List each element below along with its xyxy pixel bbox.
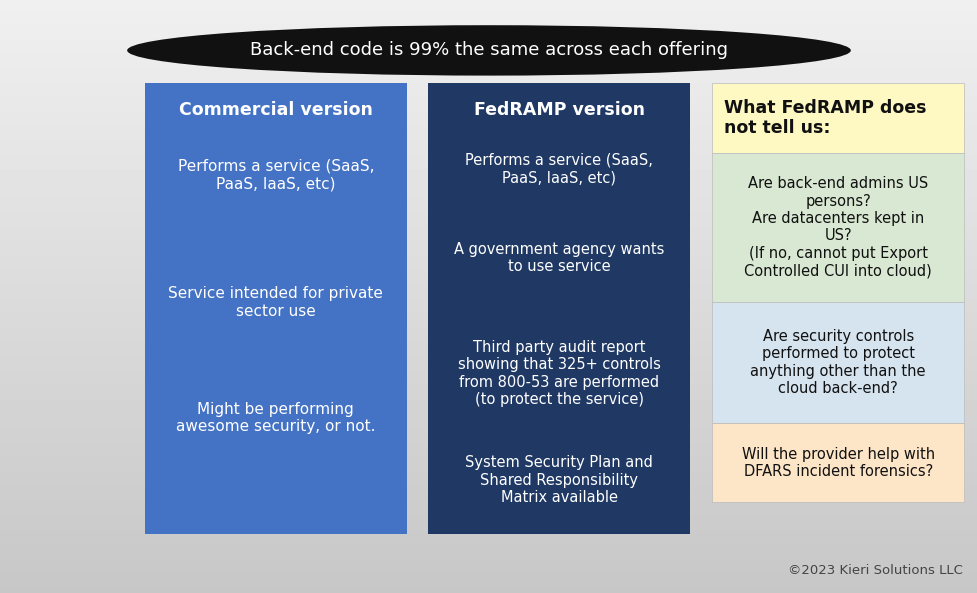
FancyBboxPatch shape bbox=[711, 83, 963, 153]
Text: Performs a service (SaaS,
PaaS, IaaS, etc): Performs a service (SaaS, PaaS, IaaS, et… bbox=[178, 159, 373, 191]
Text: Might be performing
awesome security, or not.: Might be performing awesome security, or… bbox=[176, 402, 375, 434]
Text: Are security controls
performed to protect
anything other than the
cloud back-en: Are security controls performed to prote… bbox=[749, 329, 925, 396]
Text: Service intended for private
sector use: Service intended for private sector use bbox=[168, 286, 383, 318]
FancyBboxPatch shape bbox=[145, 83, 406, 534]
Text: Performs a service (SaaS,
PaaS, IaaS, etc): Performs a service (SaaS, PaaS, IaaS, et… bbox=[465, 153, 653, 185]
FancyBboxPatch shape bbox=[711, 153, 963, 302]
Text: System Security Plan and
Shared Responsibility
Matrix available: System Security Plan and Shared Responsi… bbox=[465, 455, 653, 505]
Text: What FedRAMP does
not tell us:: What FedRAMP does not tell us: bbox=[723, 98, 925, 138]
FancyBboxPatch shape bbox=[428, 83, 690, 534]
Text: A government agency wants
to use service: A government agency wants to use service bbox=[453, 242, 664, 274]
Text: Are back-end admins US
persons?
Are datacenters kept in
US?
(If no, cannot put E: Are back-end admins US persons? Are data… bbox=[743, 176, 931, 278]
Text: Back-end code is 99% the same across each offering: Back-end code is 99% the same across eac… bbox=[250, 42, 727, 59]
Ellipse shape bbox=[127, 25, 850, 75]
Text: Commercial version: Commercial version bbox=[179, 101, 372, 119]
FancyBboxPatch shape bbox=[711, 302, 963, 423]
Text: ©2023 Kieri Solutions LLC: ©2023 Kieri Solutions LLC bbox=[787, 564, 962, 577]
Text: FedRAMP version: FedRAMP version bbox=[474, 101, 644, 119]
Text: Third party audit report
showing that 325+ controls
from 800-53 are performed
(t: Third party audit report showing that 32… bbox=[457, 340, 660, 407]
FancyBboxPatch shape bbox=[711, 423, 963, 502]
Text: Will the provider help with
DFARS incident forensics?: Will the provider help with DFARS incide… bbox=[741, 447, 934, 479]
